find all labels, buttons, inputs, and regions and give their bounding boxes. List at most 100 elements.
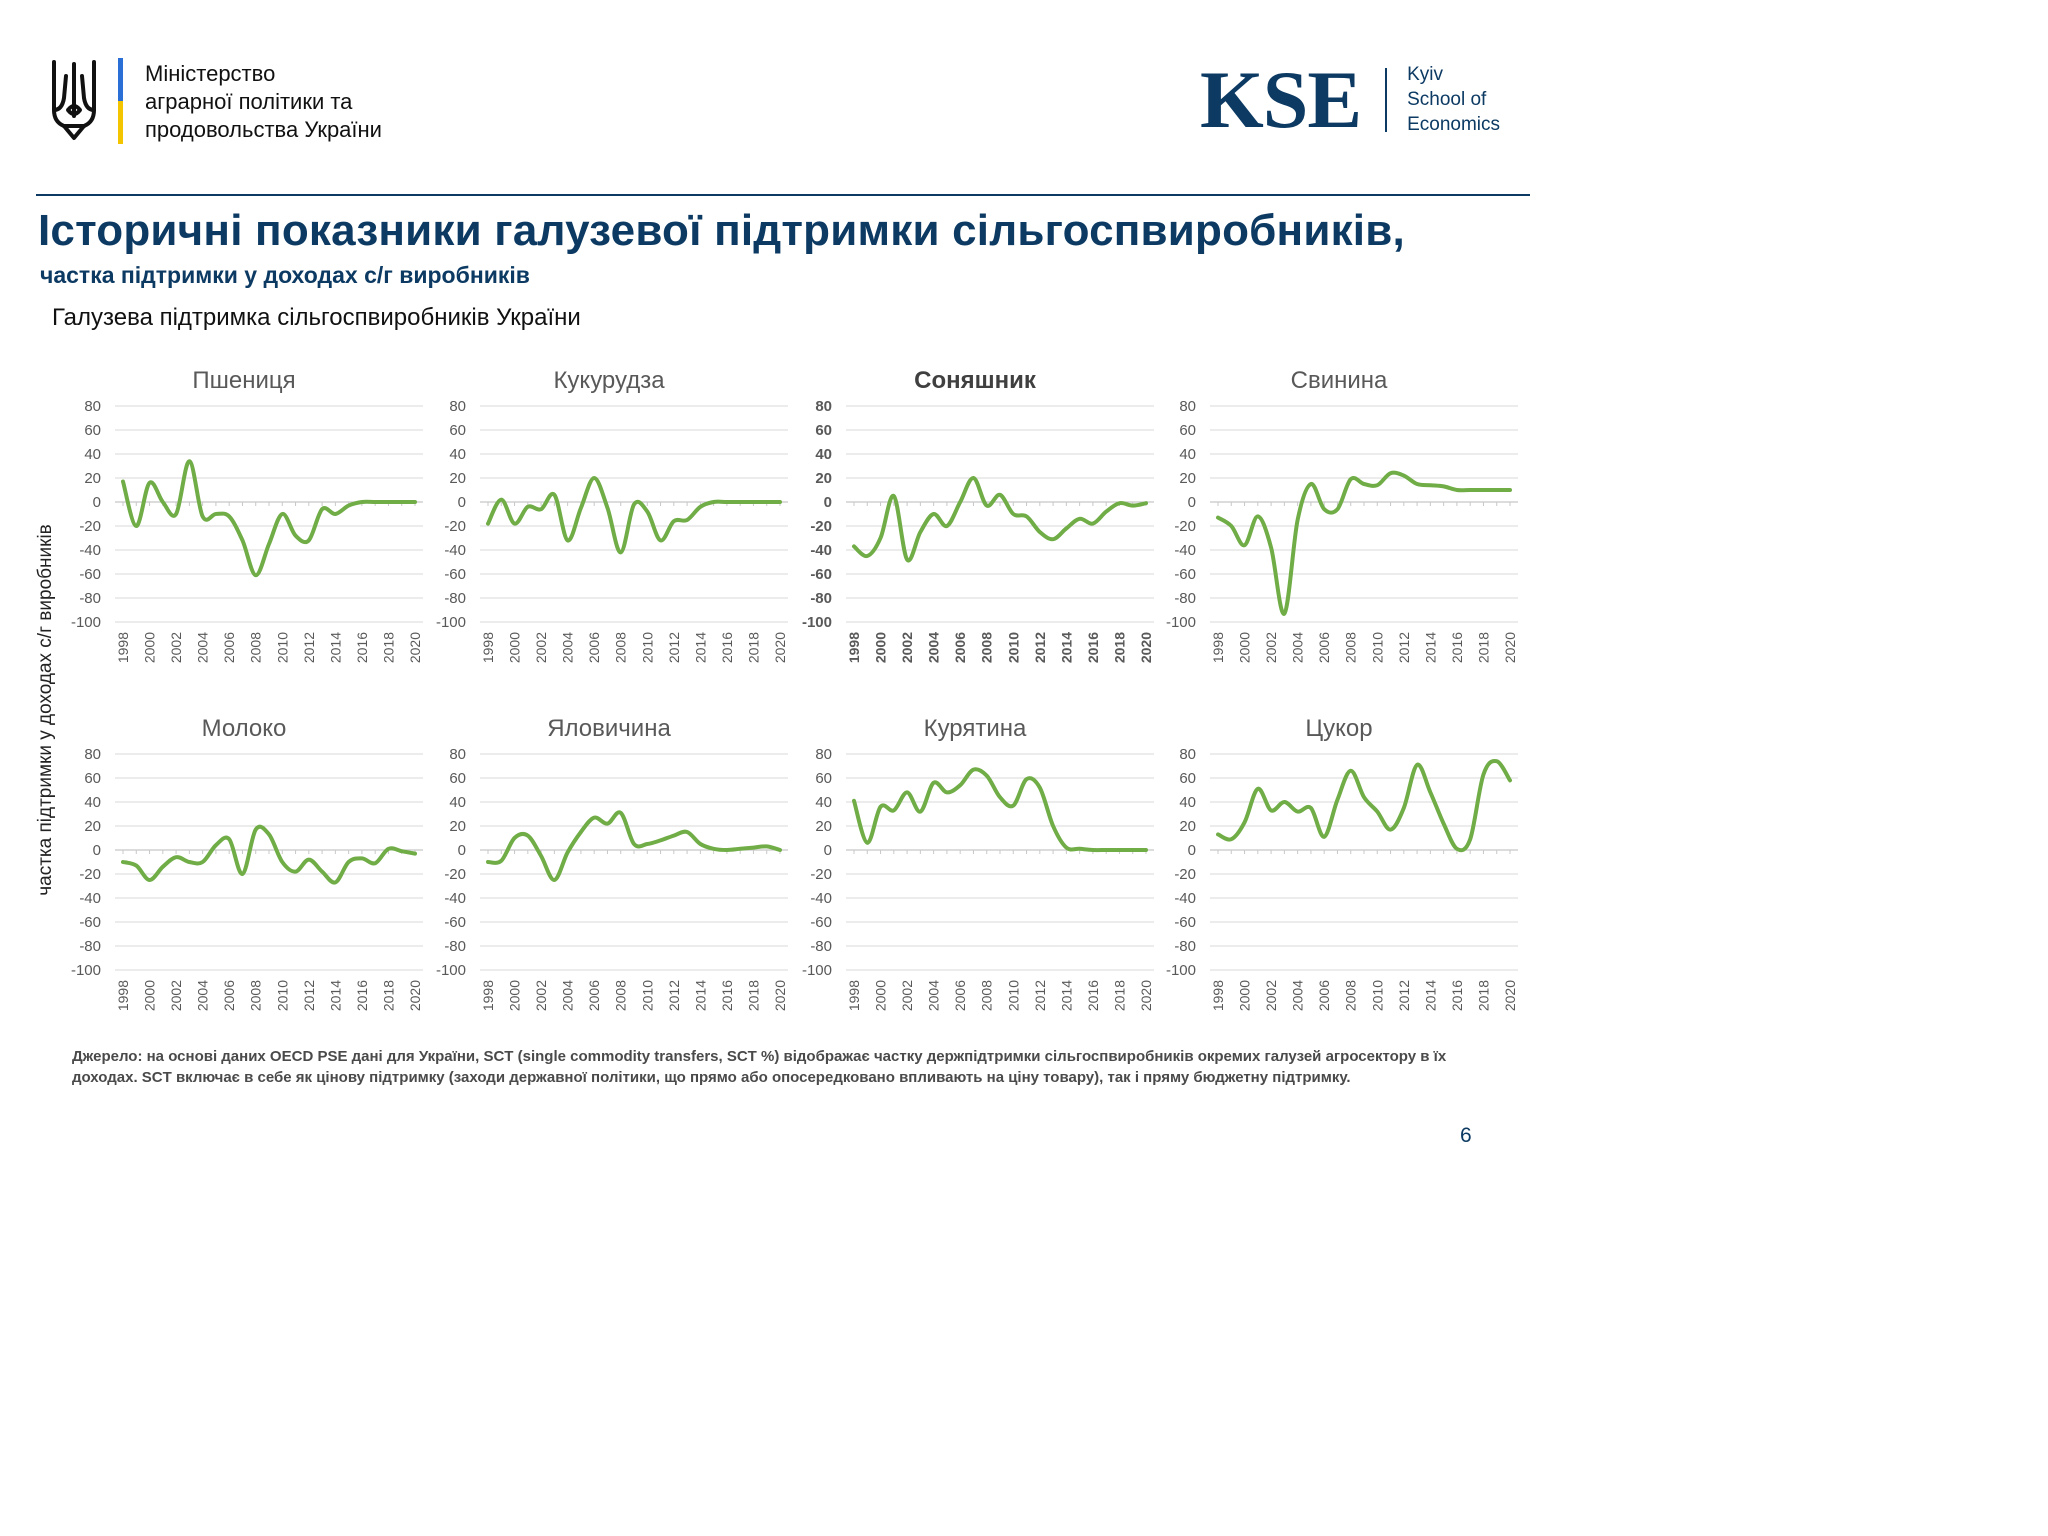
x-tick-label: 2000	[507, 632, 523, 663]
x-tick-label: 2010	[1005, 980, 1021, 1011]
x-tick-label: 1998	[115, 980, 131, 1011]
x-tick-label: 2016	[1085, 980, 1101, 1011]
y-tick-label: 60	[1179, 422, 1196, 439]
x-tick-label: 2012	[666, 980, 682, 1011]
y-tick-label: -20	[79, 518, 101, 535]
y-tick-label: -80	[1174, 590, 1196, 607]
chart-8: Цукор 80 60 40 20 0 -20 -40 -60 -80 -100 1998 2000 20…	[1166, 715, 1518, 1011]
y-tick-label: -40	[810, 542, 832, 559]
x-tick-label: 2014	[327, 980, 343, 1011]
x-tick-label: 2014	[692, 980, 708, 1011]
series-line	[486, 476, 782, 555]
chart-title: Цукор	[1305, 715, 1372, 742]
x-tick-label: 2014	[692, 632, 708, 663]
y-tick-label: 40	[449, 446, 466, 463]
y-tick-label: -20	[444, 518, 466, 535]
y-tick-label: -60	[79, 566, 101, 583]
chart-title: Кукурудза	[553, 367, 665, 394]
y-tick-label: 80	[1179, 398, 1196, 415]
x-tick-label: 2006	[952, 980, 968, 1011]
y-tick-label: 20	[1179, 470, 1196, 487]
chart-title: Яловичина	[547, 715, 671, 742]
x-tick-label: 1998	[1210, 980, 1226, 1011]
x-tick-label: 2014	[1422, 632, 1438, 663]
x-tick-label: 2004	[560, 632, 576, 663]
y-tick-label: -100	[802, 962, 832, 979]
x-tick-label: 2004	[1290, 980, 1306, 1011]
header-divider	[36, 194, 1530, 196]
x-tick-label: 2012	[1396, 632, 1412, 663]
y-tick-label: -80	[79, 938, 101, 955]
y-tick-label: 20	[84, 818, 101, 835]
y-tick-label: 80	[815, 746, 832, 763]
y-tick-label: 60	[84, 770, 101, 787]
kse-divider	[1385, 67, 1388, 132]
y-tick-label: -20	[444, 866, 466, 883]
y-tick-label: 20	[815, 818, 832, 835]
x-tick-label: 2018	[1111, 980, 1127, 1011]
y-tick-label: 20	[815, 470, 832, 487]
x-tick-label: 2012	[301, 980, 317, 1011]
ministry-line: Міністерство	[145, 61, 276, 86]
x-tick-label: 2010	[1005, 632, 1021, 663]
x-tick-label: 2012	[1032, 632, 1048, 663]
y-tick-label: -80	[79, 590, 101, 607]
x-tick-label: 2002	[168, 632, 184, 663]
x-tick-label: 2000	[873, 980, 889, 1011]
y-tick-label: 80	[815, 398, 832, 415]
y-tick-label: -20	[79, 866, 101, 883]
y-tick-label: -80	[810, 590, 832, 607]
ukraine-trident-icon	[52, 60, 96, 140]
x-tick-label: 2006	[221, 632, 237, 663]
kse-line: Kyiv	[1407, 64, 1443, 85]
chart-title: Соняшник	[914, 367, 1037, 394]
y-tick-label: 0	[458, 494, 466, 511]
x-tick-label: 2010	[274, 980, 290, 1011]
x-tick-label: 2004	[195, 632, 211, 663]
series-line	[486, 810, 782, 882]
kse-name: Kyiv School of Economics	[1407, 62, 1500, 137]
x-tick-label: 2004	[1290, 632, 1306, 663]
x-tick-label: 2016	[719, 980, 735, 1011]
x-tick-label: 2016	[354, 632, 370, 663]
chart-5: Молоко 80 60 40 20 0 -20 -40 -60 -80 -100 1998 2000 2…	[71, 715, 423, 1011]
x-tick-label: 1998	[846, 980, 862, 1011]
x-tick-label: 2018	[1111, 632, 1127, 663]
kse-line: Economics	[1407, 114, 1501, 135]
x-tick-label: 1998	[1210, 632, 1226, 663]
y-tick-label: 60	[449, 770, 466, 787]
x-tick-label: 2010	[639, 632, 655, 663]
x-tick-label: 2020	[772, 632, 788, 663]
y-tick-label: -100	[436, 962, 466, 979]
y-tick-label: 60	[84, 422, 101, 439]
x-tick-label: 2012	[1396, 980, 1412, 1011]
y-tick-label: -60	[79, 914, 101, 931]
y-tick-label: 0	[1188, 494, 1196, 511]
x-tick-label: 2018	[380, 632, 396, 663]
ministry-line: продовольства України	[145, 117, 382, 142]
x-tick-label: 2006	[586, 980, 602, 1011]
y-tick-label: 40	[84, 446, 101, 463]
x-tick-label: 1998	[480, 632, 496, 663]
y-tick-label: 20	[84, 470, 101, 487]
ministry-line: аграрної політики та	[145, 89, 353, 114]
chart-6: Яловичина 80 60 40 20 0 -20 -40 -60 -80 -100 1998 20…	[436, 715, 788, 1011]
x-tick-label: 2010	[274, 632, 290, 663]
x-tick-label: 2006	[952, 632, 968, 663]
x-tick-label: 2000	[1237, 632, 1253, 663]
x-tick-label: 2016	[1085, 632, 1101, 663]
chart-4: Свинина 80 60 40 20 0 -20 -40 -60 -80 -100 1998 2000…	[1166, 367, 1518, 663]
y-tick-label: -100	[436, 614, 466, 631]
x-tick-label: 2014	[1058, 980, 1074, 1011]
source-note: Джерело: на основі даних OECD PSE дані д…	[72, 1048, 1447, 1086]
y-tick-label: -80	[444, 938, 466, 955]
chart-1: Пшениця 80 60 40 20 0 -20 -40 -60 -80 -100 1998 2000…	[71, 367, 423, 663]
y-tick-label: 0	[458, 842, 466, 859]
x-tick-label: 2002	[899, 632, 915, 663]
y-tick-label: 40	[84, 794, 101, 811]
x-tick-label: 2016	[1449, 632, 1465, 663]
x-tick-label: 2020	[407, 632, 423, 663]
chart-title: Пшениця	[192, 367, 295, 394]
y-tick-label: -40	[444, 542, 466, 559]
